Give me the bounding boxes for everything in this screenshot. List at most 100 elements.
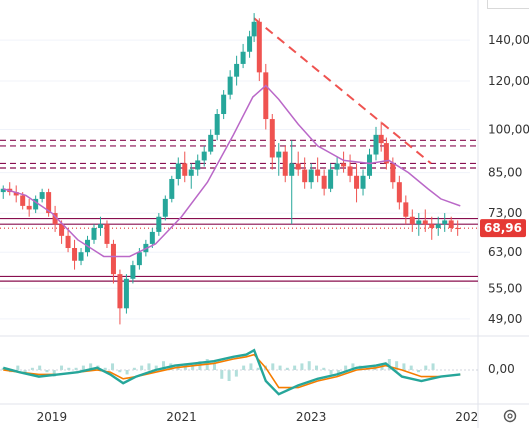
histogram-bar-20 (147, 363, 151, 370)
price-axis[interactable]: 140,00 120,00 100,00 85,00 73,00 63,00 55,00 49… (488, 33, 529, 326)
histogram-bar-54 (395, 361, 399, 370)
histogram-bar-10 (74, 367, 78, 370)
candle-body-12 (78, 252, 84, 261)
candle-body-5 (33, 198, 39, 210)
indicator-panel (0, 348, 478, 396)
y-tick-label-6: 55,00 (488, 281, 522, 295)
y-tick-label-0: 140,00 (488, 33, 529, 47)
histogram-bar-21 (154, 365, 158, 370)
candle-body-64 (409, 216, 415, 225)
histogram-bar-56 (409, 365, 413, 370)
histogram-bar-32 (234, 370, 238, 377)
candle-body-10 (65, 235, 71, 249)
histogram-bar-44 (322, 367, 326, 370)
histogram-bar-9 (67, 367, 71, 370)
candles (0, 13, 461, 325)
candle-body-42 (269, 119, 275, 158)
candle-body-40 (256, 21, 262, 73)
histogram-bar-42 (307, 361, 311, 370)
histogram-bar-53 (387, 359, 391, 370)
trendline[interactable] (253, 17, 432, 165)
candle-body-33 (214, 114, 220, 135)
candle-body-58 (373, 134, 379, 155)
moving-average-line (3, 84, 461, 258)
candle-body-67 (429, 224, 435, 229)
candle-body-62 (396, 182, 402, 203)
candle-body-47 (302, 169, 308, 183)
histogram-bar-18 (132, 367, 136, 370)
candle-body-0 (0, 188, 6, 193)
histogram-bar-30 (220, 370, 224, 379)
histogram-bar-16 (118, 370, 122, 373)
histogram-bar-39 (285, 367, 289, 370)
histogram-bar-58 (424, 365, 428, 370)
histogram-bar-14 (103, 367, 107, 370)
candle-body-66 (422, 220, 428, 225)
histogram-bar-59 (431, 363, 435, 370)
candle-body-55 (354, 175, 360, 189)
candle-body-60 (383, 143, 389, 164)
candle-body-34 (221, 94, 227, 115)
y-tick-label-7: 49,00 (488, 312, 522, 326)
time-axis[interactable]: 2019 2021 2023 202 (37, 410, 479, 424)
candle-body-52 (334, 163, 340, 170)
horizontal-levels (0, 139, 478, 282)
moving-average (3, 84, 461, 258)
histogram-bar-55 (402, 363, 406, 370)
y-tick-label-3: 85,00 (488, 166, 522, 180)
candle-body-51 (328, 169, 334, 189)
candle-body-21 (136, 252, 142, 266)
candle-body-37 (240, 51, 246, 64)
candle-body-25 (162, 198, 168, 217)
slow-line (3, 353, 461, 389)
y-tick-label-2: 100,00 (488, 122, 529, 136)
histogram-bar-7 (52, 370, 56, 377)
histogram-bar-12 (89, 363, 93, 370)
candle-body-56 (360, 175, 366, 189)
histogram-bar-11 (81, 365, 85, 370)
candle-body-23 (149, 231, 155, 244)
top-tab (487, 0, 529, 9)
candle-body-53 (341, 163, 347, 167)
y-tick-label-4: 73,00 (488, 206, 522, 220)
histogram-bar-4 (30, 367, 34, 370)
histogram-bar-38 (278, 365, 282, 370)
candle-body-26 (169, 178, 175, 199)
candle-body-38 (247, 36, 253, 52)
candle-body-32 (208, 134, 214, 152)
candle-body-8 (52, 213, 58, 225)
candle-body-48 (308, 169, 314, 183)
candle-body-50 (321, 175, 327, 189)
candle-body-44 (282, 151, 288, 176)
candle-body-70 (448, 220, 454, 229)
candle-body-35 (227, 76, 233, 95)
histogram-bar-22 (162, 361, 166, 370)
candle-body-29 (188, 169, 194, 176)
indicator-zero-label: 0,00 (488, 362, 515, 376)
histogram-bar-29 (213, 363, 217, 370)
histogram-bar-5 (38, 365, 42, 370)
y-tick-label-1: 120,00 (488, 74, 529, 88)
candle-body-69 (442, 220, 448, 225)
candle-body-18 (117, 274, 123, 309)
candle-body-11 (72, 248, 78, 261)
fast-line (2, 348, 461, 396)
candle-body-20 (130, 265, 136, 279)
candle-body-27 (175, 163, 181, 179)
histogram-bar-35 (256, 367, 260, 370)
candle-body-2 (13, 192, 19, 196)
histogram-bar-34 (249, 363, 253, 370)
candle-body-16 (104, 224, 110, 244)
candle-body-14 (91, 228, 97, 240)
histogram-bar-40 (293, 365, 297, 370)
candle-body-15 (97, 224, 103, 229)
candle-body-46 (295, 163, 301, 170)
gear-icon[interactable] (503, 409, 517, 423)
candle-body-41 (263, 72, 269, 120)
candle-body-49 (315, 169, 321, 176)
last-price-label: 68,96 (484, 221, 522, 235)
histogram-bar-47 (344, 365, 348, 370)
candle-body-28 (182, 163, 188, 176)
histogram-bar-17 (125, 370, 129, 375)
